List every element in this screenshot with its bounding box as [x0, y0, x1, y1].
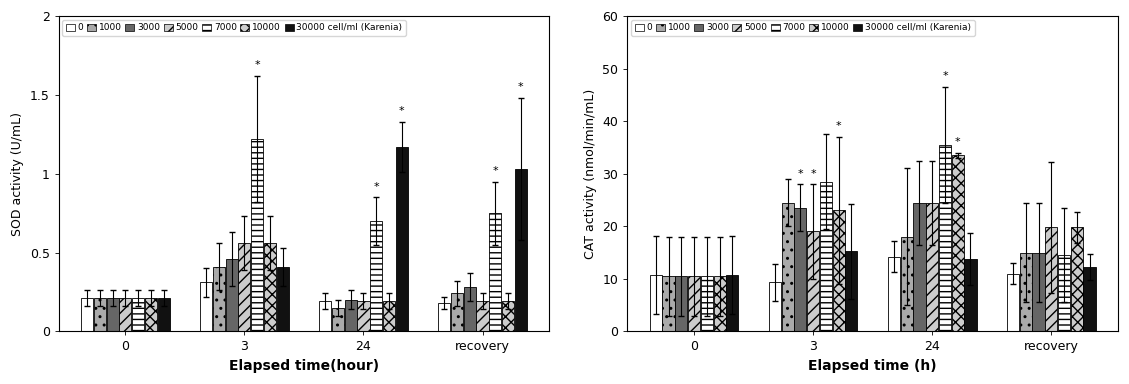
Bar [383, 301, 395, 331]
Bar [145, 298, 157, 331]
Bar [106, 298, 119, 331]
Bar [81, 298, 93, 331]
Bar [939, 145, 951, 331]
Bar [464, 287, 475, 331]
Bar [1007, 273, 1019, 331]
Bar [132, 298, 145, 331]
Bar [395, 147, 408, 331]
Bar [489, 213, 501, 331]
Bar [1032, 253, 1044, 331]
Bar [926, 203, 938, 331]
Bar [964, 259, 977, 331]
Bar [913, 203, 926, 331]
Bar [332, 308, 344, 331]
X-axis label: Elapsed time(hour): Elapsed time(hour) [229, 359, 379, 373]
Bar [901, 237, 912, 331]
Bar [846, 252, 857, 331]
Bar [158, 298, 169, 331]
Bar [701, 276, 712, 331]
Bar [1070, 227, 1083, 331]
Bar [663, 276, 675, 331]
Bar [726, 275, 738, 331]
Bar [358, 301, 369, 331]
Bar [714, 276, 726, 331]
Bar [251, 139, 263, 331]
Bar [688, 276, 700, 331]
Text: *: * [942, 71, 947, 81]
Bar [675, 276, 688, 331]
Bar [200, 283, 212, 331]
Text: *: * [399, 106, 404, 116]
Y-axis label: CAT activity (nmol/min/mL): CAT activity (nmol/min/mL) [584, 89, 597, 259]
Bar [807, 232, 820, 331]
X-axis label: Elapsed time (h): Elapsed time (h) [808, 359, 937, 373]
Bar [212, 267, 225, 331]
Bar [226, 259, 238, 331]
Text: *: * [374, 182, 379, 192]
Text: *: * [955, 137, 961, 147]
Bar [795, 208, 806, 331]
Bar [887, 257, 900, 331]
Legend: 0, 1000, 3000, 5000, 7000, 10000, 30000 cell/ml (Karenia): 0, 1000, 3000, 5000, 7000, 10000, 30000 … [631, 20, 974, 36]
Bar [781, 203, 794, 331]
Bar [1045, 227, 1058, 331]
Text: *: * [835, 121, 841, 131]
Bar [94, 298, 106, 331]
Legend: 0, 1000, 3000, 5000, 7000, 10000, 30000 cell/ml (Karenia): 0, 1000, 3000, 5000, 7000, 10000, 30000 … [62, 20, 405, 36]
Bar [1058, 255, 1070, 331]
Bar [952, 155, 964, 331]
Bar [277, 267, 289, 331]
Bar [502, 301, 514, 331]
Bar [320, 301, 331, 331]
Text: *: * [797, 169, 803, 179]
Bar [515, 169, 527, 331]
Bar [450, 293, 463, 331]
Text: *: * [811, 169, 816, 179]
Bar [238, 243, 251, 331]
Bar [120, 298, 131, 331]
Bar [769, 283, 781, 331]
Y-axis label: SOD activity (U/mL): SOD activity (U/mL) [11, 112, 24, 236]
Text: *: * [254, 60, 260, 70]
Bar [438, 303, 450, 331]
Bar [832, 210, 844, 331]
Text: *: * [492, 166, 498, 176]
Bar [264, 243, 275, 331]
Bar [344, 300, 357, 331]
Bar [370, 221, 383, 331]
Bar [1019, 253, 1032, 331]
Bar [820, 182, 832, 331]
Bar [1084, 267, 1095, 331]
Bar [476, 301, 489, 331]
Text: *: * [518, 83, 524, 93]
Bar [649, 275, 662, 331]
